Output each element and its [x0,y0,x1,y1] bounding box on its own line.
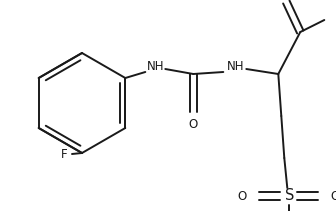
Text: NH: NH [146,61,164,73]
Text: O: O [189,118,198,130]
Text: O: O [331,189,336,203]
Text: NH: NH [226,60,244,73]
Text: S: S [285,188,294,203]
Text: F: F [61,149,67,161]
Text: O: O [238,189,247,203]
